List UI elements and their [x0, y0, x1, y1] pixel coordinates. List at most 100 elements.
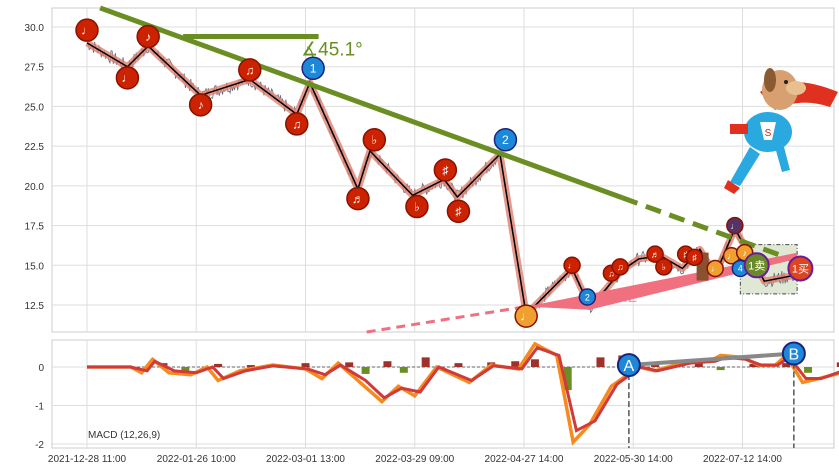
wave-marker [655, 258, 673, 276]
downtrend-projection [621, 195, 801, 265]
wave-marker [362, 128, 387, 152]
y-tick-label: 17.5 [25, 222, 45, 233]
macd-histogram-bar [246, 365, 255, 367]
wave-marker-label: ♩ [711, 264, 720, 274]
wave-marker [136, 24, 160, 49]
signal-label: 1卖 [748, 259, 765, 272]
x-tick-label: 2022-03-29 09:00 [375, 454, 454, 465]
macd-histogram-bar [399, 367, 408, 373]
wave-marker-label: ♭ [662, 262, 666, 272]
wave-marker [646, 245, 664, 263]
wave-marker-label: 2 [585, 292, 590, 302]
wave-marker [446, 199, 471, 224]
macd-histogram-bar [716, 367, 725, 371]
wave-marker [238, 58, 262, 82]
signal-marker [743, 252, 770, 279]
wave-marker [563, 256, 581, 275]
wave-marker [611, 258, 629, 276]
macd-histogram-bar [421, 357, 430, 367]
wave-marker-label: ♩ [81, 24, 93, 38]
wave-marker [514, 304, 538, 328]
angle-label: ∡45.1° [301, 40, 363, 61]
wave-marker [115, 66, 140, 90]
wave-marker-label: 4 [738, 264, 743, 274]
macd-histogram-bar [804, 367, 813, 373]
macd-histogram-bar [694, 363, 703, 367]
wave-marker-label: ♩ [727, 251, 736, 261]
wave-marker [433, 158, 458, 182]
signal-label: 1买 [792, 262, 809, 275]
wave-marker-label: ♪ [742, 248, 746, 258]
y-tick-label: 15.0 [25, 261, 45, 272]
y-tick-label: 25.0 [25, 102, 45, 113]
signal-marker [787, 255, 814, 282]
wave-marker-label: ♯ [692, 253, 697, 263]
macd-histogram-bar [749, 363, 758, 367]
wave-marker-label: ♫ [608, 268, 615, 278]
wave-marker [405, 194, 429, 219]
divergence-point-label: B [789, 347, 800, 364]
downtrend-line [99, 5, 624, 201]
wave-marker-label: 1 [310, 62, 317, 76]
wave-marker-label: ♫ [292, 117, 301, 131]
support-angle-label: ∡5.2° [598, 287, 644, 306]
x-tick-label: 2022-01-26 10:00 [157, 454, 236, 465]
x-tick-label: 2022-03-01 13:00 [266, 454, 345, 465]
macd-histogram-bar [782, 363, 791, 367]
macd-y-tick-label: -2 [35, 440, 44, 451]
wave-marker-label: ♯ [455, 205, 461, 219]
divergence-line [628, 351, 794, 368]
wave-marker-label: ♩ [520, 310, 532, 324]
y-tick-label: 27.5 [25, 63, 45, 74]
wave-marker-label: ♪ [145, 30, 151, 44]
macd-histogram-bar [181, 367, 190, 373]
macd-histogram-bar [836, 362, 839, 367]
macd-histogram-bar [511, 361, 520, 367]
macd-title: MACD (12,26,9) [88, 430, 160, 441]
wave-marker [578, 288, 597, 306]
wave-marker [188, 93, 213, 117]
wave-marker-label: ♬ [352, 192, 364, 206]
divergence-point [616, 353, 641, 378]
macd-histogram-bar [345, 362, 354, 367]
wave-marker [301, 56, 325, 81]
x-tick-label: 2022-05-30 14:00 [594, 454, 673, 465]
divergence-point [781, 341, 806, 366]
wave-marker [685, 248, 704, 267]
wave-marker-label: ♭ [414, 200, 420, 214]
wave-marker-label: ♩ [121, 71, 133, 85]
y-tick-label: 12.5 [25, 301, 45, 312]
wave-marker-label: ♯ [442, 163, 448, 177]
macd-histogram-bar [454, 363, 463, 367]
y-tick-label: 30.0 [25, 23, 45, 34]
wave-marker-label: ♪ [198, 98, 204, 112]
macd-histogram-bar [301, 363, 310, 367]
macd-y-tick-label: 0 [38, 363, 44, 374]
wave-marker-label: ♭ [371, 133, 377, 147]
divergence-point-label: A [624, 358, 635, 375]
wave-marker [285, 112, 309, 136]
wave-marker-label: ♫ [617, 262, 624, 272]
x-tick-label: 2022-07-12 14:00 [703, 454, 782, 465]
x-tick-label: 2022-04-27 14:00 [485, 454, 564, 465]
macd-histogram-bar [651, 365, 660, 367]
wave-marker-label: ♬ [651, 249, 660, 259]
wave-marker-label: 2 [502, 133, 509, 147]
macd-y-tick-label: -1 [35, 402, 44, 413]
wave-marker-label: ♩ [568, 260, 577, 270]
macd-histogram-bar [563, 367, 572, 391]
y-tick-label: 20.0 [25, 182, 45, 193]
wave-marker-label: ♩ [730, 221, 739, 231]
wave-marker [346, 186, 370, 211]
wave-marker [706, 259, 724, 278]
macd-histogram-bar [361, 367, 370, 374]
x-tick-label: 2021-12-28 11:00 [48, 454, 127, 465]
macd-histogram-bar [383, 361, 392, 367]
wave-marker-label: ♫ [245, 63, 254, 77]
support-projection [366, 305, 527, 334]
macd-histogram-bar [596, 357, 605, 367]
wave-marker [726, 216, 744, 235]
macd-dea-line [87, 345, 839, 433]
